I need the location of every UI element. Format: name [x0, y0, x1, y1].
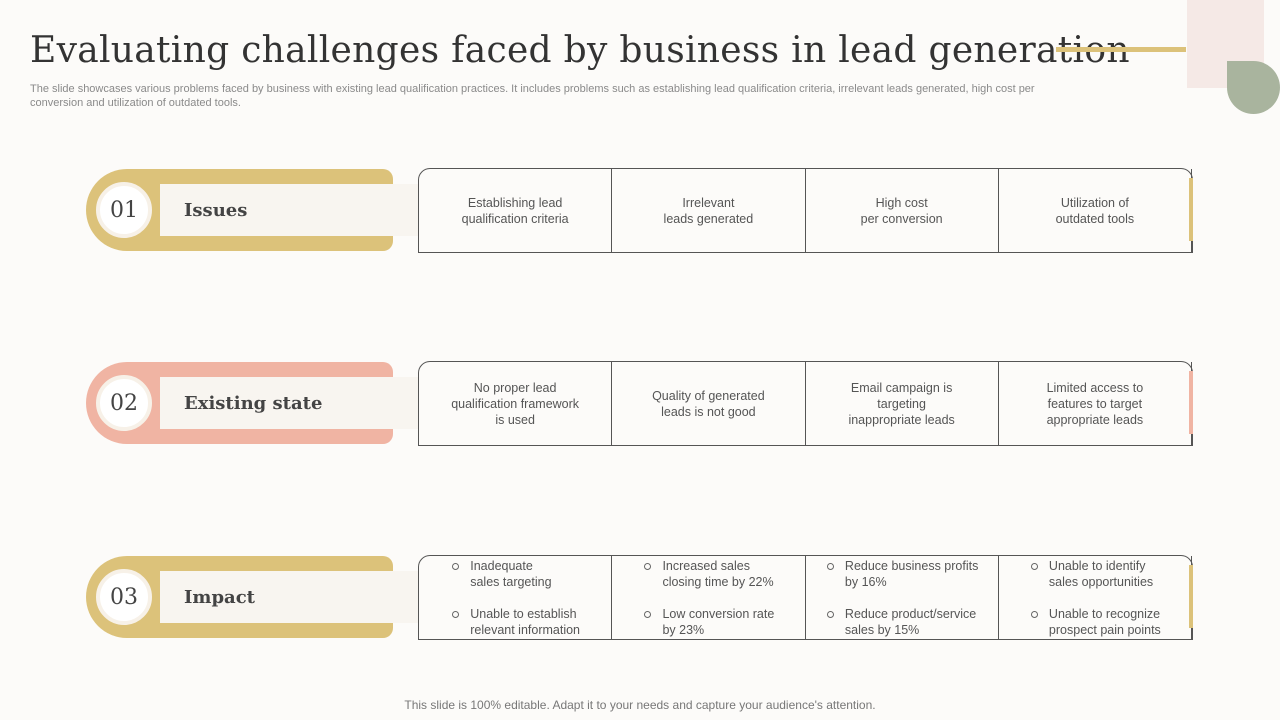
panel-cell: Unable to identify sales opportunities U… — [999, 556, 1192, 639]
list-item: Inadequate sales targeting — [450, 558, 580, 590]
bullet-list: Increased sales closing time by 22% Low … — [642, 542, 774, 654]
list-item: Reduce product/service sales by 15% — [825, 606, 978, 638]
row-number-badge: 03 — [96, 569, 152, 625]
panel-accent-bar — [1189, 565, 1193, 628]
list-item: Unable to recognize prospect pain points — [1029, 606, 1161, 638]
title-accent-line — [1056, 47, 1186, 52]
footer-note: This slide is 100% editable. Adapt it to… — [404, 698, 876, 712]
panel-cell: No proper lead qualification framework i… — [419, 362, 613, 445]
panel-accent-bar — [1189, 371, 1193, 434]
bullet-list: Inadequate sales targeting Unable to est… — [450, 542, 580, 654]
slide-description: The slide showcases various problems fac… — [30, 83, 1035, 109]
panel-cell: Email campaign is targeting inappropriat… — [806, 362, 999, 445]
row-issues: 01 Issues Establishing lead qualificatio… — [0, 168, 1280, 253]
bullet-list: Reduce business profits by 16% Reduce pr… — [825, 542, 978, 654]
panel-cell: Reduce business profits by 16% Reduce pr… — [806, 556, 999, 639]
list-item: Reduce business profits by 16% — [825, 558, 978, 590]
row-label: Existing state — [160, 377, 426, 429]
panel-cell: Limited access to features to target app… — [999, 362, 1192, 445]
panel-cell: Irrelevant leads generated — [612, 169, 806, 252]
panel-cell: Quality of generated leads is not good — [612, 362, 806, 445]
bullet-list: Unable to identify sales opportunities U… — [1029, 542, 1161, 654]
panel-cell: Inadequate sales targeting Unable to est… — [419, 556, 613, 639]
panel-cell: Increased sales closing time by 22% Low … — [612, 556, 806, 639]
panel-cell: Establishing lead qualification criteria — [419, 169, 613, 252]
row-label: Issues — [160, 184, 426, 236]
panel-cell: Utilization of outdated tools — [999, 169, 1192, 252]
list-item: Unable to establish relevant information — [450, 606, 580, 638]
row-label: Impact — [160, 571, 426, 623]
row-impact: 03 Impact Inadequate sales targeting Una… — [0, 555, 1280, 640]
list-item: Unable to identify sales opportunities — [1029, 558, 1161, 590]
page-title: Evaluating challenges faced by business … — [30, 30, 1130, 71]
list-item: Low conversion rate by 23% — [642, 606, 774, 638]
row-existing-state: 02 Existing state No proper lead qualifi… — [0, 361, 1280, 446]
list-item: Increased sales closing time by 22% — [642, 558, 774, 590]
row-panel: Inadequate sales targeting Unable to est… — [418, 555, 1193, 640]
row-number-badge: 02 — [96, 375, 152, 431]
row-panel: Establishing lead qualification criteria… — [418, 168, 1193, 253]
panel-cell: High cost per conversion — [806, 169, 999, 252]
row-panel: No proper lead qualification framework i… — [418, 361, 1193, 446]
decorative-leaf-shape — [1227, 61, 1280, 114]
row-number-badge: 01 — [96, 182, 152, 238]
panel-accent-bar — [1189, 178, 1193, 241]
